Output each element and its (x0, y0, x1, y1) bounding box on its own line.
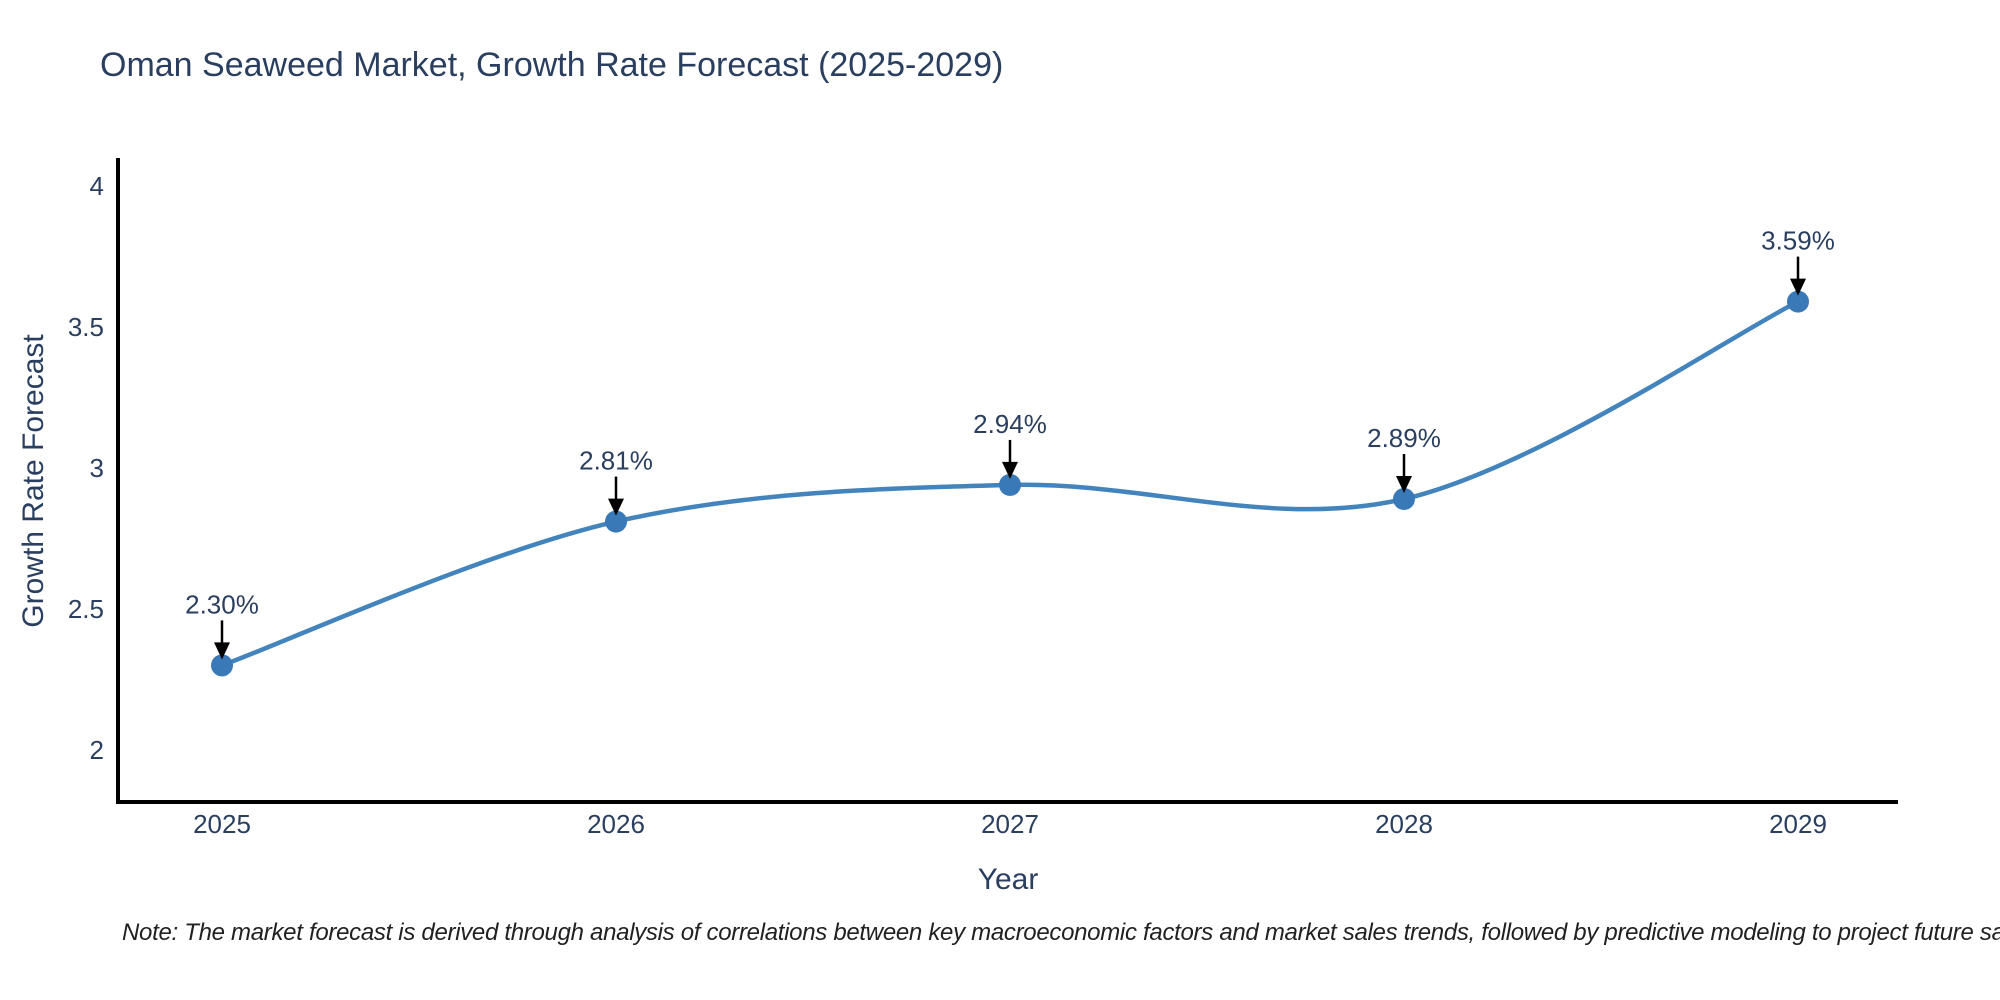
x-tick-label: 2029 (1769, 809, 1827, 839)
annotation-arrowhead (1396, 476, 1412, 494)
annotation-arrowhead (608, 498, 624, 516)
x-tick-label: 2025 (193, 809, 251, 839)
annotation-arrowhead (1790, 278, 1806, 296)
y-tick-label: 2.5 (68, 594, 104, 624)
data-point-marker (999, 473, 1021, 496)
data-point-marker (211, 654, 233, 677)
data-point-label: 2.30% (185, 589, 259, 619)
annotation-arrowhead (1002, 461, 1018, 479)
y-tick-label: 2 (90, 735, 104, 765)
data-point-marker (605, 510, 627, 533)
y-tick-label: 3.5 (68, 312, 104, 342)
x-tick-label: 2028 (1375, 809, 1433, 839)
data-point-label: 2.89% (1367, 423, 1441, 453)
y-axis-title: Growth Rate Forecast (17, 334, 50, 628)
y-tick-label: 4 (90, 171, 104, 201)
x-tick-label: 2026 (587, 809, 645, 839)
data-point-marker (1393, 488, 1415, 511)
y-tick-label: 3 (90, 453, 104, 483)
x-tick-label: 2027 (981, 809, 1039, 839)
data-point-marker (1787, 290, 1809, 313)
chart-title: Oman Seaweed Market, Growth Rate Forecas… (100, 46, 1004, 84)
annotation-arrowhead (214, 642, 230, 660)
data-point-label: 2.81% (579, 446, 653, 476)
data-point-label: 2.94% (973, 409, 1047, 439)
x-axis-title: Year (977, 863, 1039, 896)
data-point-label: 3.59% (1761, 226, 1835, 256)
footnote: Note: The market forecast is derived thr… (122, 919, 2000, 946)
